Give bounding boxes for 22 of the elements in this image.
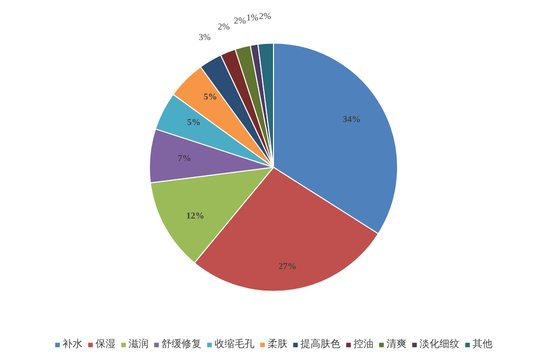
- legend-label: 柔肤: [268, 338, 288, 351]
- legend-label: 补水: [62, 338, 82, 351]
- legend-label: 控油: [354, 338, 374, 351]
- legend-label: 保湿: [96, 338, 116, 351]
- legend-label: 收缩毛孔: [214, 338, 254, 351]
- data-label: 5%: [204, 92, 218, 102]
- data-label: 3%: [198, 32, 212, 42]
- legend-label: 舒缓修复: [162, 338, 202, 351]
- data-label: 2%: [259, 11, 272, 22]
- data-label: 34%: [342, 114, 361, 124]
- legend-label: 其他: [472, 338, 492, 351]
- legend-label: 滋润: [128, 338, 148, 351]
- data-label: 1%: [246, 12, 259, 23]
- data-label: 2%: [218, 21, 230, 32]
- data-label: 7%: [178, 152, 192, 163]
- legend-label: 淡化细纹: [420, 338, 460, 351]
- data-label: 12%: [186, 210, 204, 220]
- legend-label: 提高肤色: [300, 338, 340, 351]
- legend-label: 清爽: [386, 338, 406, 351]
- data-label: 2%: [234, 16, 246, 26]
- data-label: 5%: [187, 116, 201, 127]
- data-label: 27%: [278, 261, 296, 272]
